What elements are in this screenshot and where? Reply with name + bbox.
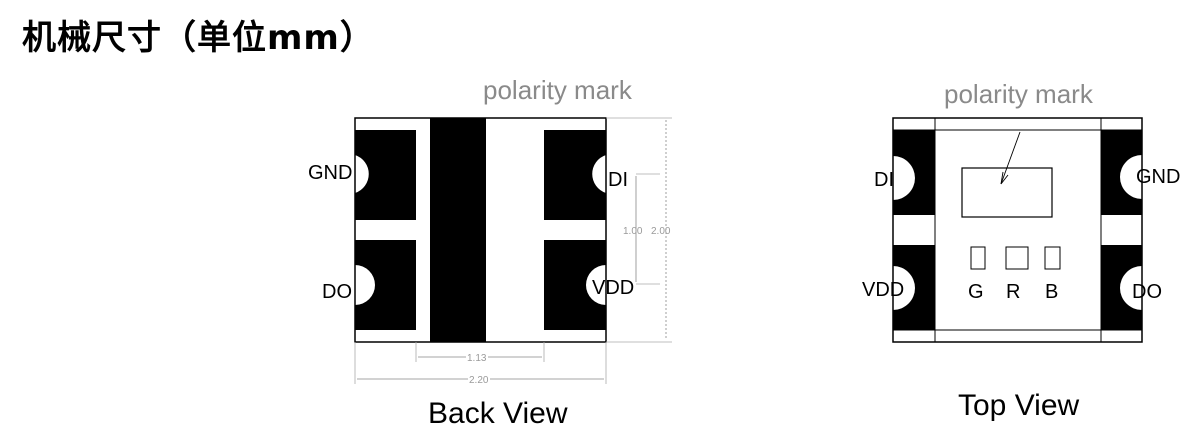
- back-pin-vdd-label: VDD: [592, 277, 634, 299]
- top-pin-di-label: DI: [874, 169, 894, 191]
- led-r-label: R: [1006, 281, 1020, 303]
- top-pad-vdd: [893, 245, 935, 330]
- back-pad-do: [355, 240, 416, 330]
- polarity-leader-line: [1000, 131, 1021, 185]
- top-pin-vdd-label: VDD: [862, 279, 904, 301]
- back-pad-vdd: [544, 240, 606, 330]
- back-pin-do-label: DO: [322, 281, 352, 303]
- top-polarity-rect: [961, 167, 1053, 218]
- dim-height-small-label: 1.00: [623, 226, 643, 237]
- top-pin-gnd-label: GND: [1136, 166, 1180, 188]
- back-pin-di-label: DI: [608, 169, 628, 191]
- back-pad-gnd: [355, 130, 416, 220]
- back-pin-gnd-label: GND: [308, 162, 352, 184]
- back-polarity-bar: [430, 118, 486, 342]
- top-pad-do: [1101, 245, 1142, 330]
- dim-height-full-label: 2.00: [651, 226, 671, 237]
- back-polarity-label: polarity mark: [483, 75, 633, 105]
- page-title: 机械尺寸（单位mm）: [22, 18, 375, 58]
- back-view-diagram: GND DO DI VDD polarity mark 1.00 2.00 1.…: [308, 75, 672, 430]
- back-view-caption: Back View: [428, 397, 568, 430]
- top-view-diagram: G R B DI VDD GND DO polarity mark Top Vi…: [862, 79, 1180, 422]
- back-pad-di: [544, 130, 606, 220]
- led-g-label: G: [968, 281, 984, 303]
- led-g-square: [970, 246, 986, 270]
- top-pin-do-label: DO: [1132, 281, 1162, 303]
- led-b-square: [1044, 246, 1061, 270]
- top-pad-di: [893, 130, 935, 215]
- led-b-label: B: [1045, 281, 1058, 303]
- top-polarity-label: polarity mark: [944, 79, 1094, 109]
- top-pad-gnd: [1101, 130, 1142, 215]
- led-r-square: [1005, 246, 1029, 270]
- top-view-caption: Top View: [958, 389, 1080, 422]
- dim-width-inner-label: 1.13: [467, 353, 487, 364]
- dim-width-full-label: 2.20: [469, 375, 489, 386]
